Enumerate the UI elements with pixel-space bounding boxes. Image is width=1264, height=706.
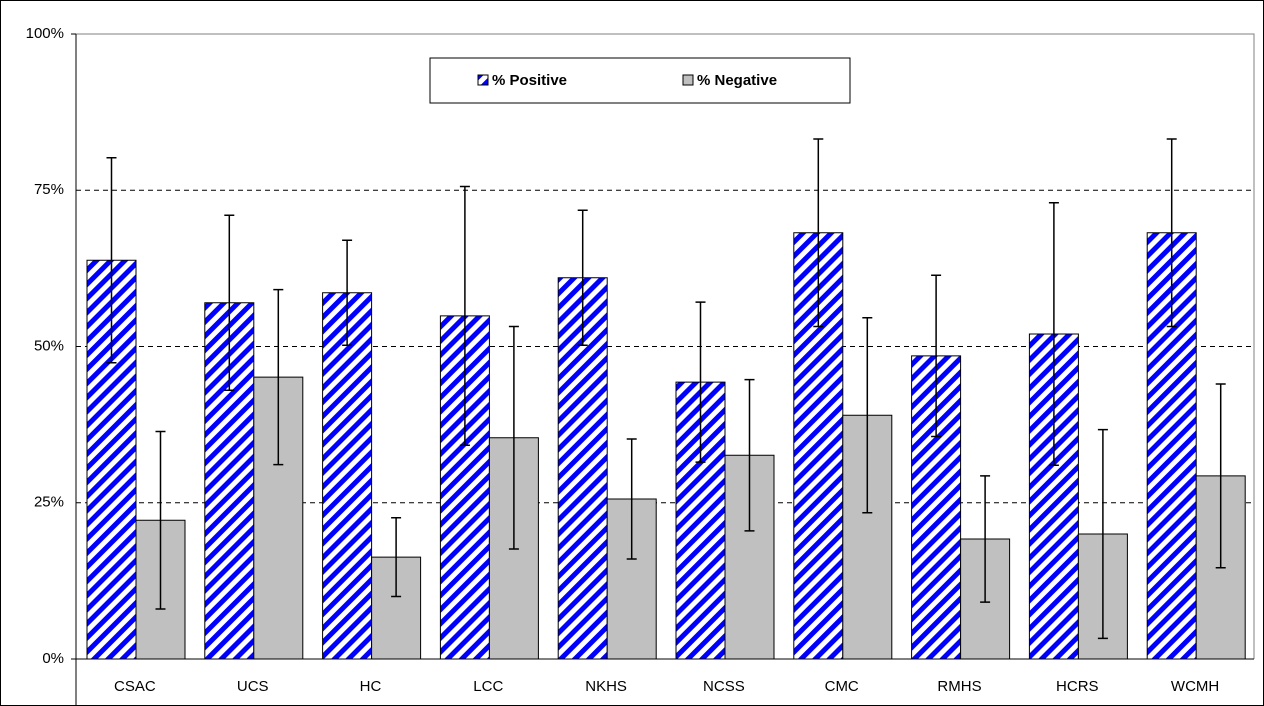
x-tick-label: NKHS	[585, 678, 627, 695]
error-bar	[224, 214, 235, 391]
error-bar	[577, 209, 588, 346]
x-tick-label: WCMH	[1171, 678, 1219, 695]
error-bar	[1097, 428, 1108, 640]
error-bar	[1048, 202, 1059, 466]
error-bar	[931, 274, 942, 438]
error-bar	[106, 157, 117, 364]
error-bar	[862, 317, 873, 514]
error-bar	[1166, 138, 1177, 328]
x-tick-label: UCS	[237, 678, 269, 695]
y-tick-label: 0%	[42, 650, 64, 667]
x-tick-label: CMC	[825, 678, 859, 695]
error-bar	[459, 185, 470, 446]
plot-border	[76, 33, 1255, 659]
x-tick-label: NCSS	[703, 678, 745, 695]
error-bar	[391, 517, 402, 598]
error-bar	[980, 475, 991, 603]
error-bar	[273, 288, 284, 466]
x-tick-label: HCRS	[1056, 678, 1099, 695]
error-bar	[626, 438, 637, 560]
legend-swatch	[477, 74, 489, 86]
error-bar	[155, 430, 166, 610]
error-bar	[342, 239, 353, 346]
error-bar	[744, 378, 755, 532]
y-tick-label: 100%	[26, 25, 64, 42]
x-tick-label: RMHS	[937, 678, 981, 695]
error-bar	[508, 325, 519, 550]
error-bar	[813, 138, 824, 328]
legend-box	[429, 57, 851, 104]
legend-label: % Positive	[492, 72, 567, 89]
legend-swatch	[682, 74, 694, 86]
error-bar	[695, 301, 706, 463]
y-tick-label: 50%	[34, 337, 64, 354]
error-bar	[1215, 383, 1226, 569]
y-tick-label: 25%	[34, 494, 64, 511]
x-tick-label: LCC	[473, 678, 503, 695]
bar	[322, 292, 373, 660]
legend-label: % Negative	[697, 72, 777, 89]
x-tick-label: HC	[360, 678, 382, 695]
x-tick-label: CSAC	[114, 678, 156, 695]
y-tick-label: 75%	[34, 181, 64, 198]
